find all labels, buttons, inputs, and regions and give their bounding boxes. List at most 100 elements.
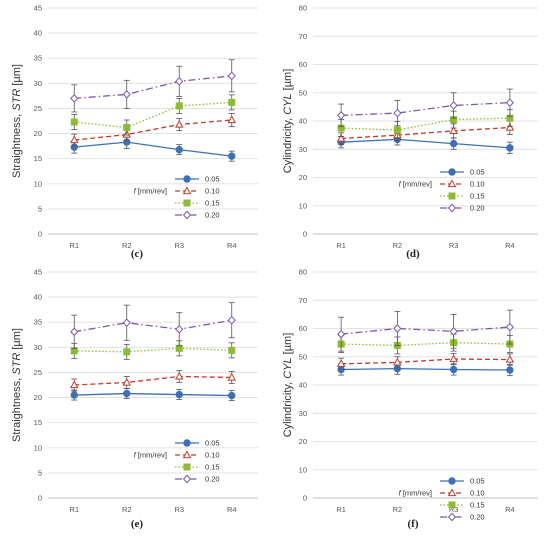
y-tick-label: 10: [299, 465, 307, 474]
series-0.05: [337, 133, 514, 154]
legend-label: 0.15: [470, 501, 485, 510]
y-tick-label: 40: [34, 293, 42, 302]
data-point: [337, 111, 346, 120]
data-point: [505, 322, 514, 332]
series-line: [74, 347, 232, 353]
data-point: [505, 354, 515, 363]
legend-title: f [mm/rev]: [399, 489, 432, 498]
data-point: [506, 366, 514, 374]
y-tick-label: 70: [299, 296, 307, 305]
x-tick-label: R3: [449, 505, 459, 514]
series-0.20: [337, 309, 514, 352]
data-point: [123, 348, 131, 356]
y-tick-label: 70: [299, 32, 307, 41]
y-tick-label: 80: [299, 4, 307, 13]
x-tick-label: R3: [449, 241, 459, 250]
panel-label: (f): [408, 518, 419, 530]
legend-label: 0.20: [205, 475, 220, 484]
data-point: [336, 359, 346, 367]
data-point: [175, 390, 183, 399]
legend-marker: [182, 474, 192, 484]
legend-label: 0.10: [470, 180, 485, 189]
series-0.05: [70, 135, 236, 162]
legend-label: 0.05: [470, 168, 485, 177]
chart-panel-d: 0 10 20 30 40 50 60 70 80 R1 R2 R3 R4 Cylindricity, C…: [282, 4, 538, 260]
legend-marker: [183, 175, 191, 183]
legend-label: 0.15: [470, 192, 485, 201]
x-tick-label: R2: [393, 241, 403, 250]
legend-label: 0.20: [470, 204, 485, 213]
data-point: [227, 115, 236, 124]
series-line: [341, 138, 510, 149]
series-line: [74, 319, 232, 333]
y-tick-label: 15: [34, 418, 42, 427]
y-tick-label: 30: [299, 409, 307, 418]
y-axis-title: Cylindricity, CYL [µm]: [282, 333, 294, 438]
y-tick-label: 50: [299, 352, 307, 361]
data-point: [449, 126, 458, 134]
data-point: [393, 357, 402, 366]
data-point: [70, 94, 79, 103]
data-point: [449, 354, 458, 363]
data-point: [175, 102, 183, 110]
legend-title: f [mm/rev]: [134, 451, 167, 460]
series-line: [74, 392, 232, 397]
data-point: [123, 124, 131, 132]
series-0.05: [70, 388, 236, 401]
series-line: [74, 141, 232, 157]
legend-label: 0.05: [470, 477, 485, 486]
x-tick-label: R1: [69, 505, 79, 514]
legend-label: 0.10: [205, 187, 220, 196]
data-point: [449, 139, 458, 148]
data-point: [393, 324, 402, 333]
data-point: [175, 76, 184, 86]
legend-marker: [448, 477, 456, 485]
data-point: [70, 347, 78, 355]
legend-label: 0.20: [205, 211, 220, 220]
x-tick-label: R2: [122, 241, 132, 250]
series-0.10: [336, 352, 515, 370]
y-tick-label: 40: [34, 29, 42, 38]
y-tick-label: 35: [34, 318, 42, 327]
y-tick-label: 20: [299, 437, 307, 446]
data-point: [393, 108, 402, 118]
y-tick-label: 0: [303, 494, 307, 503]
data-point: [122, 90, 131, 99]
y-tick-label: 20: [34, 129, 42, 138]
series-0.15: [337, 333, 514, 355]
y-tick-label: 45: [34, 4, 42, 13]
y-axis-title: Straightness, STR [µm]: [11, 328, 23, 442]
data-point: [175, 371, 184, 380]
data-point: [175, 145, 183, 154]
data-point: [337, 329, 346, 339]
y-tick-label: 30: [34, 79, 42, 88]
series-0.10: [70, 113, 236, 147]
x-tick-label: R1: [69, 241, 79, 250]
series-0.15: [70, 340, 236, 360]
y-tick-label: 30: [34, 343, 42, 352]
y-tick-label: 25: [34, 104, 42, 113]
legend-label: 0.10: [470, 489, 485, 498]
legend: 0.05 0.10 0.15 0.20 f [mm/rev]: [399, 168, 485, 213]
legend: 0.05 0.10 0.15 0.20 f [mm/rev]: [399, 477, 485, 522]
legend-marker: [447, 512, 457, 522]
data-point: [70, 118, 78, 126]
x-tick-label: R1: [336, 241, 346, 250]
series-0.20: [70, 59, 236, 113]
y-tick-label: 20: [34, 393, 42, 402]
series-0.15: [70, 94, 236, 136]
legend-title: f [mm/rev]: [134, 187, 167, 196]
y-tick-label: 50: [299, 88, 307, 97]
legend-marker: [448, 192, 456, 200]
x-tick-label: R3: [174, 505, 184, 514]
series-0.10: [70, 370, 236, 392]
series-line: [74, 101, 232, 129]
series-line: [341, 358, 510, 365]
y-tick-label: 10: [34, 443, 42, 452]
data-point: [228, 98, 236, 106]
x-tick-label: R1: [336, 505, 346, 514]
legend-marker: [182, 210, 192, 220]
x-tick-label: R4: [227, 505, 237, 514]
series-line: [341, 341, 510, 347]
y-tick-label: 10: [299, 201, 307, 210]
